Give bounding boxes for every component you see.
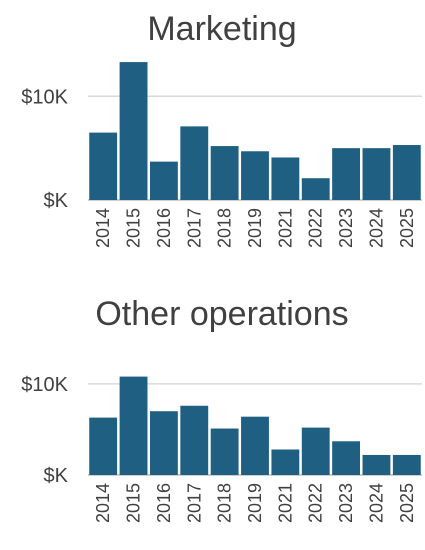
x-tick-label: 2025 <box>397 483 417 523</box>
x-tick-label: 2022 <box>306 483 326 523</box>
y-tick-label: $10K <box>21 86 68 108</box>
bar <box>392 145 421 200</box>
bar <box>301 178 330 200</box>
bar <box>210 146 239 200</box>
x-tick-label: 2019 <box>245 483 265 523</box>
bar <box>89 132 118 200</box>
x-tick-label: 2016 <box>154 483 174 523</box>
y-tick-label: $10K <box>21 374 68 396</box>
bar <box>180 405 209 475</box>
other-operations-chart: Other operations $K $10K 2014 2015 2016 2017… <box>21 295 422 523</box>
x-tick-label: 2022 <box>306 208 326 248</box>
bars <box>89 62 421 201</box>
bar <box>271 449 300 475</box>
x-tick-label: 2023 <box>336 208 356 248</box>
bars <box>89 376 421 475</box>
x-tick-label: 2015 <box>124 483 144 523</box>
bar <box>301 427 330 475</box>
x-tick-label: 2017 <box>184 483 204 523</box>
bar <box>149 161 178 200</box>
bar <box>362 148 391 200</box>
bar <box>332 148 361 200</box>
bar <box>392 454 421 475</box>
y-tick-label: $K <box>44 465 69 487</box>
x-tick-label: 2024 <box>366 208 386 248</box>
bar <box>119 376 148 475</box>
bar <box>210 428 239 475</box>
y-axis-tick-labels: $K $10K <box>21 86 68 212</box>
x-tick-label: 2021 <box>275 208 295 248</box>
x-axis-tick-labels: 2014 2015 2016 2017 2018 2019 2021 2022 2023 2024… <box>93 208 417 248</box>
bar <box>362 454 391 475</box>
bar <box>89 417 118 475</box>
x-tick-label: 2018 <box>215 483 235 523</box>
x-tick-label: 2021 <box>275 483 295 523</box>
x-tick-label: 2017 <box>184 208 204 248</box>
x-tick-label: 2015 <box>124 208 144 248</box>
x-tick-label: 2014 <box>93 208 113 248</box>
x-tick-label: 2024 <box>366 483 386 523</box>
y-axis-tick-labels: $K $10K <box>21 374 68 487</box>
bar <box>180 126 209 200</box>
bar <box>332 441 361 475</box>
y-tick-label: $K <box>44 190 69 212</box>
marketing-chart: Marketing $K$10K 2014 2015 2016 2017 2018 201… <box>21 10 422 248</box>
bar <box>241 416 269 475</box>
bar <box>241 151 269 200</box>
bar <box>119 62 148 201</box>
bar <box>149 411 178 475</box>
x-tick-label: 2025 <box>397 208 417 248</box>
x-tick-label: 2023 <box>336 483 356 523</box>
x-tick-label: 2019 <box>245 208 265 248</box>
x-tick-label: 2016 <box>154 208 174 248</box>
x-tick-label: 2018 <box>215 208 235 248</box>
chart-title: Marketing <box>147 10 296 48</box>
chart-title: Other operations <box>95 295 348 333</box>
bar <box>271 157 300 200</box>
x-axis-tick-labels: 2014 2015 2016 2017 2018 2019 2021 2022 2023 2024… <box>93 483 417 523</box>
x-tick-label: 2014 <box>93 483 113 523</box>
